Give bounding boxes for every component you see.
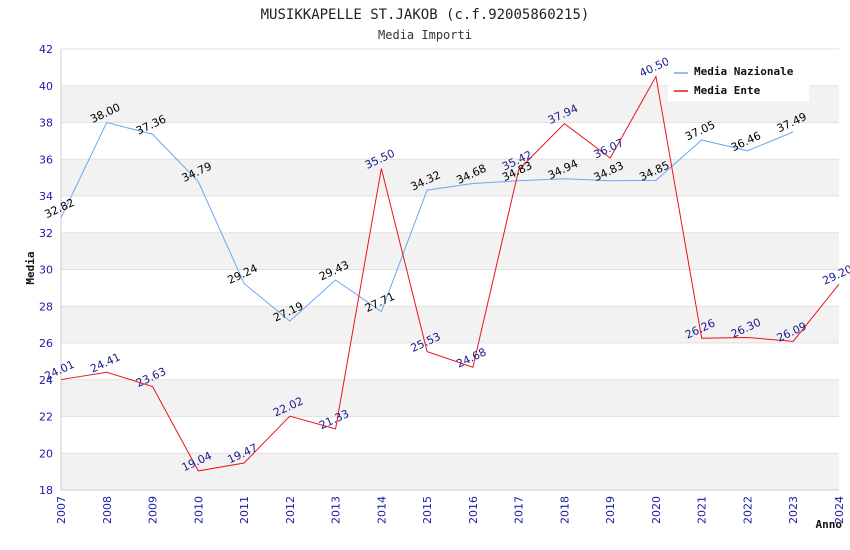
- y-tick-label: 18: [39, 484, 53, 497]
- x-tick-label: 2020: [650, 496, 663, 524]
- x-tick-label: 2010: [192, 496, 205, 524]
- series-line-media-nazionale: [60, 121, 794, 322]
- grid-band: [61, 453, 839, 490]
- x-tick-label: 2009: [147, 496, 160, 524]
- grid-bands: [60, 48, 839, 491]
- x-tick-label: 2017: [513, 496, 526, 524]
- x-tick-label: 2024: [833, 496, 846, 524]
- legend-label-media-ente: Media Ente: [694, 84, 761, 97]
- x-tick-label: 2012: [284, 496, 297, 524]
- chart-subtitle: Media Importi: [378, 28, 472, 42]
- x-tick-label: 2019: [604, 496, 617, 524]
- x-tick-label: 2023: [787, 496, 800, 524]
- chart-title: MUSIKKAPELLE ST.JAKOB (c.f.92005860215): [261, 7, 590, 23]
- x-tick-label: 2022: [741, 496, 754, 524]
- x-tick-label: 2015: [421, 496, 434, 524]
- y-tick-label: 30: [39, 264, 53, 277]
- x-axis-ticks: 2007 2008 2009 2010 2011 2012 2013 2014 2015 2016…: [55, 496, 846, 524]
- grid-band: [61, 306, 839, 343]
- x-tick-label: 2013: [330, 496, 343, 524]
- grid-band: [61, 343, 839, 380]
- legend-label-media-nazionale: Media Nazionale: [694, 65, 794, 78]
- x-tick-label: 2008: [101, 496, 114, 524]
- grid-band: [61, 416, 839, 454]
- y-tick-label: 20: [39, 447, 53, 460]
- x-axis-label: Anno: [816, 518, 843, 531]
- y-tick-label: 28: [39, 300, 53, 313]
- x-tick-label: 2014: [375, 496, 388, 524]
- grid-band: [61, 232, 839, 270]
- x-tick-label: 2021: [696, 496, 709, 524]
- y-tick-label: 42: [39, 43, 53, 56]
- y-tick-label: 38: [39, 117, 53, 130]
- grid-band: [61, 379, 839, 417]
- y-axis-ticks: 18 20 22 24 26 28 30 32 34 36 38 40 42: [39, 43, 53, 497]
- x-tick-label: 2007: [55, 496, 68, 524]
- y-tick-label: 24: [39, 374, 53, 387]
- y-tick-label: 26: [39, 337, 53, 350]
- grid-band: [61, 196, 839, 233]
- y-tick-label: 36: [39, 153, 53, 166]
- y-tick-label: 34: [39, 190, 53, 203]
- y-axis-label: Media: [24, 251, 37, 284]
- series-line-media-ente: [60, 75, 840, 472]
- grid-band: [61, 159, 839, 196]
- x-tick-label: 2011: [238, 496, 251, 524]
- grid-band: [61, 269, 839, 307]
- legend-box: [668, 59, 809, 101]
- y-tick-label: 32: [39, 227, 53, 240]
- y-tick-label: 22: [39, 411, 53, 424]
- y-tick-label: 40: [39, 80, 53, 93]
- legend: Media Nazionale Media Ente: [668, 59, 809, 101]
- grid-band: [61, 122, 839, 160]
- x-tick-label: 2016: [467, 496, 480, 524]
- series-lines: [60, 75, 840, 472]
- x-tick-label: 2018: [558, 496, 571, 524]
